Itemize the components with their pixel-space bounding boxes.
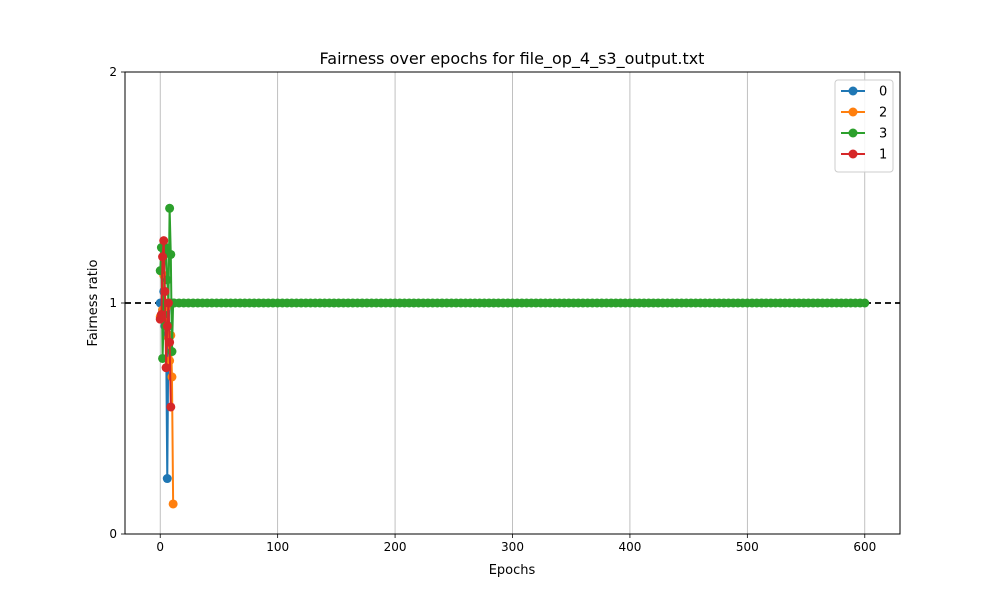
data-point-1 [160, 286, 170, 296]
data-point-2 [167, 372, 177, 382]
data-point-1 [163, 298, 173, 308]
legend-marker-0 [848, 86, 858, 96]
y-tick-label: 2 [109, 65, 117, 79]
x-tick-label: 400 [618, 540, 641, 554]
legend-marker-1 [848, 149, 858, 159]
x-tick-label: 300 [501, 540, 524, 554]
y-tick-label: 1 [109, 296, 117, 310]
data-point-1 [159, 236, 169, 246]
x-axis-title: Epochs [489, 563, 536, 578]
x-tick-label: 0 [156, 540, 164, 554]
tick-layer: 0 100 200 300 400 500 600 0 1 2 [109, 65, 876, 554]
y-axis-title: Fairness ratio [86, 260, 101, 347]
x-tick-label: 500 [736, 540, 759, 554]
x-tick-label: 200 [384, 540, 407, 554]
data-point-3 [165, 203, 175, 213]
series-layer [155, 203, 870, 509]
data-point-1 [162, 321, 172, 331]
legend-label-3: 3 [879, 127, 887, 142]
legend-box [834, 79, 894, 173]
data-point-1 [156, 310, 166, 320]
data-point-0 [162, 474, 172, 484]
data-point-1 [158, 252, 168, 262]
data-point-1 [165, 337, 175, 347]
legend-label-1: 1 [879, 148, 887, 163]
chart-title: Fairness over epochs for file_op_4_s3_ou… [320, 49, 705, 69]
x-tick-label: 100 [266, 540, 289, 554]
legend-label-2: 2 [879, 106, 887, 121]
legend-marker-3 [848, 128, 858, 138]
data-point-2 [168, 499, 178, 509]
y-tick-label: 0 [109, 527, 117, 541]
legend-marker-2 [848, 107, 858, 117]
legend-label-0: 0 [879, 85, 887, 100]
legend: 0 2 3 1 [834, 79, 894, 173]
data-point-1 [166, 402, 176, 412]
data-point-3 [166, 249, 176, 259]
data-point-3 [158, 353, 168, 363]
data-point-3 [860, 298, 870, 308]
data-point-1 [161, 363, 171, 373]
x-tick-label: 600 [853, 540, 876, 554]
